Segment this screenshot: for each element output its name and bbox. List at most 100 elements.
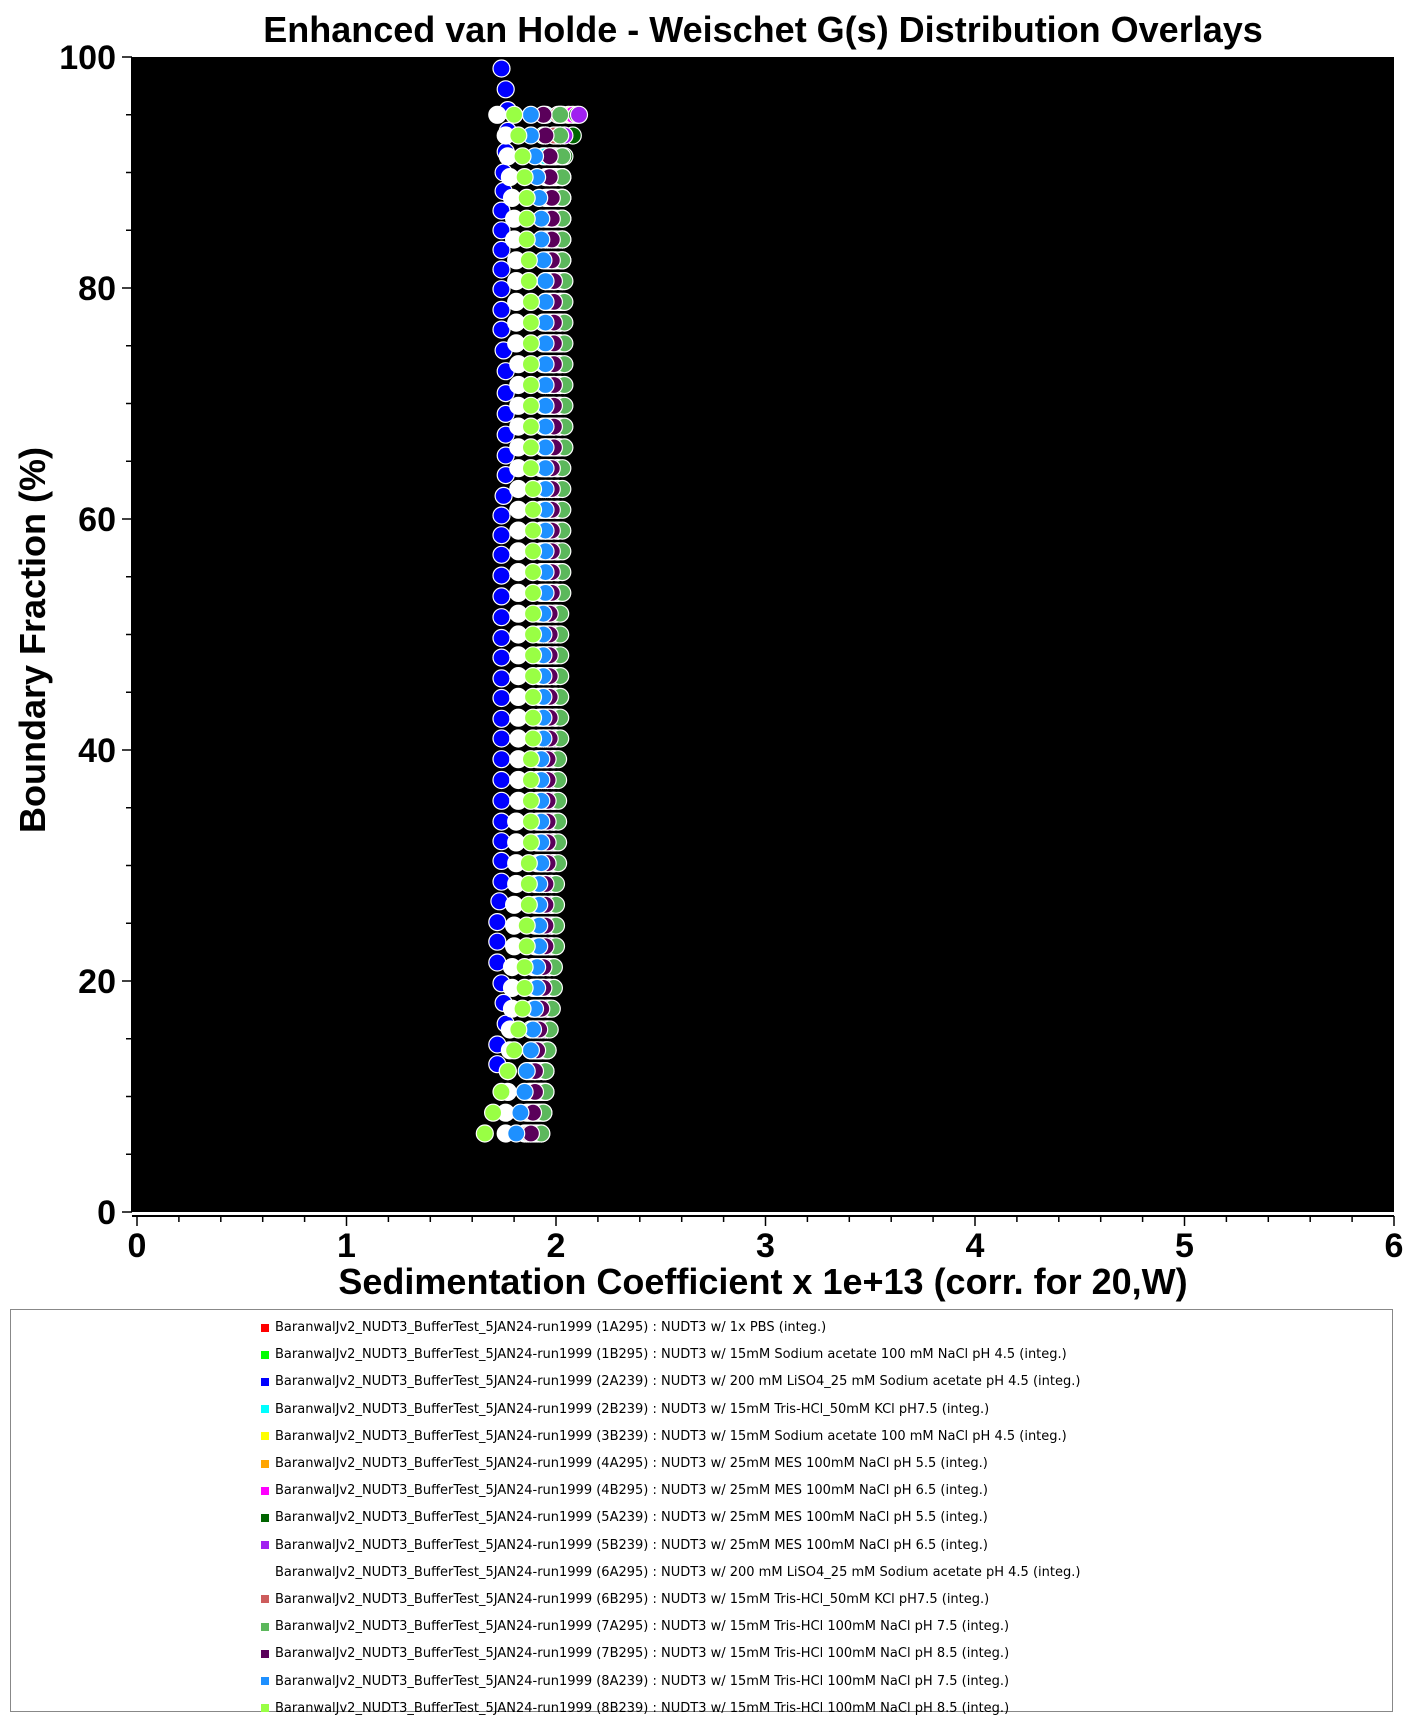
- legend-item: BaranwalJv2_NUDT3_BufferTest_5JAN24-run1…: [261, 1423, 1080, 1450]
- legend-swatch: [261, 1377, 269, 1386]
- legend-label: BaranwalJv2_NUDT3_BufferTest_5JAN24-run1…: [275, 1510, 988, 1526]
- data-point: [521, 375, 541, 395]
- y-tick-label: 100: [59, 39, 116, 77]
- legend-label: BaranwalJv2_NUDT3_BufferTest_5JAN24-run1…: [275, 1428, 1067, 1444]
- x-tick-label: 5: [1175, 1227, 1194, 1265]
- data-point: [521, 812, 541, 831]
- data-markers: [475, 59, 589, 1143]
- data-point: [517, 1061, 536, 1081]
- data-point: [517, 230, 536, 249]
- legend-item: BaranwalJv2_NUDT3_BufferTest_5JAN24-run1…: [261, 1450, 1080, 1477]
- x-tick-label: 3: [756, 1227, 775, 1265]
- data-point: [496, 80, 515, 99]
- data-point: [517, 188, 536, 207]
- data-point: [509, 126, 528, 145]
- data-point: [523, 646, 543, 665]
- data-point: [515, 1082, 534, 1102]
- legend-swatch: [261, 1541, 269, 1550]
- data-point: [521, 438, 541, 457]
- data-point: [488, 932, 507, 951]
- data-point: [523, 479, 543, 499]
- legend-item: BaranwalJv2_NUDT3_BufferTest_5JAN24-run1…: [261, 1368, 1080, 1395]
- data-point: [521, 791, 541, 810]
- data-point: [536, 272, 555, 291]
- data-point: [492, 240, 511, 259]
- data-point: [517, 209, 536, 228]
- legend-item: BaranwalJv2_NUDT3_BufferTest_5JAN24-run1…: [261, 1640, 1080, 1667]
- data-point: [523, 666, 543, 686]
- x-tick-label: 6: [1385, 1227, 1404, 1265]
- legend-swatch: [261, 1704, 269, 1713]
- legend-label: BaranwalJv2_NUDT3_BufferTest_5JAN24-run1…: [275, 1700, 1010, 1716]
- legend-item: BaranwalJv2_NUDT3_BufferTest_5JAN24-run1…: [261, 1504, 1080, 1531]
- data-point: [519, 895, 538, 914]
- data-point: [492, 59, 511, 78]
- x-tick-label: 2: [547, 1227, 566, 1265]
- data-point: [521, 833, 541, 852]
- data-point: [519, 251, 538, 270]
- legend-item: BaranwalJv2_NUDT3_BufferTest_5JAN24-run1…: [261, 1396, 1080, 1423]
- legend-swatch: [261, 1677, 269, 1686]
- data-point: [523, 729, 543, 748]
- data-point: [521, 1041, 541, 1060]
- legend-label: BaranwalJv2_NUDT3_BufferTest_5JAN24-run1…: [275, 1401, 990, 1417]
- axes: 0 20 40 60 80 100 0 1 2 3 4 5 6: [59, 39, 1403, 1265]
- data-point: [523, 708, 543, 727]
- data-point: [492, 770, 511, 790]
- chart-title: Enhanced van Holde - Weischet G(s) Distr…: [263, 9, 1263, 50]
- data-point: [492, 628, 511, 648]
- data-point: [492, 608, 511, 627]
- data-point: [515, 957, 534, 977]
- legend-label: BaranwalJv2_NUDT3_BufferTest_5JAN24-run1…: [275, 1456, 988, 1472]
- x-axis-label: Sedimentation Coefficient x 1e+13 (corr.…: [338, 1261, 1187, 1302]
- legend-item: BaranwalJv2_NUDT3_BufferTest_5JAN24-run1…: [261, 1341, 1080, 1368]
- data-point: [521, 770, 541, 790]
- data-point: [475, 1124, 494, 1143]
- legend-swatch: [261, 1459, 269, 1468]
- data-point: [492, 1082, 511, 1102]
- data-point: [521, 313, 541, 332]
- data-point: [523, 500, 543, 519]
- data-point: [494, 486, 513, 505]
- data-point: [492, 729, 511, 748]
- data-point: [492, 587, 511, 606]
- legend-swatch: [261, 1568, 269, 1577]
- data-point: [492, 688, 511, 708]
- data-point: [492, 669, 511, 688]
- data-point: [492, 648, 511, 667]
- legend-label: BaranwalJv2_NUDT3_BufferTest_5JAN24-run1…: [275, 1347, 1067, 1363]
- y-tick-label: 0: [97, 1194, 116, 1232]
- legend-swatch: [261, 1649, 269, 1658]
- data-point: [523, 625, 543, 644]
- data-point: [519, 874, 538, 894]
- legend-swatch: [261, 1595, 269, 1604]
- data-point: [523, 562, 543, 582]
- data-point: [521, 459, 541, 478]
- y-axis-label: Boundary Fraction (%): [12, 447, 53, 833]
- data-point: [492, 221, 511, 240]
- data-point: [519, 272, 538, 291]
- data-point: [492, 320, 511, 339]
- legend-swatch: [261, 1622, 269, 1631]
- data-point: [492, 566, 511, 585]
- data-point: [523, 583, 543, 603]
- legend-swatch: [261, 1486, 269, 1495]
- legend: BaranwalJv2_NUDT3_BufferTest_5JAN24-run1…: [10, 1309, 1393, 1716]
- data-point: [519, 854, 538, 873]
- chart: Enhanced van Holde - Weischet G(s) Distr…: [12, 9, 1403, 1302]
- data-point: [511, 1103, 530, 1122]
- x-tick-label: 4: [966, 1227, 985, 1265]
- data-point: [515, 978, 534, 998]
- data-point: [523, 542, 543, 561]
- legend-item: BaranwalJv2_NUDT3_BufferTest_5JAN24-run1…: [261, 1477, 1080, 1504]
- data-point: [492, 300, 511, 319]
- data-point: [523, 687, 543, 707]
- legend-label: BaranwalJv2_NUDT3_BufferTest_5JAN24-run1…: [275, 1591, 990, 1607]
- legend-swatch: [261, 1350, 269, 1359]
- data-point: [492, 545, 511, 564]
- y-tick-label: 80: [78, 270, 116, 308]
- data-point: [484, 1103, 503, 1122]
- legend-list: BaranwalJv2_NUDT3_BufferTest_5JAN24-run1…: [261, 1314, 1080, 1722]
- data-point: [492, 260, 511, 279]
- data-point: [521, 417, 541, 436]
